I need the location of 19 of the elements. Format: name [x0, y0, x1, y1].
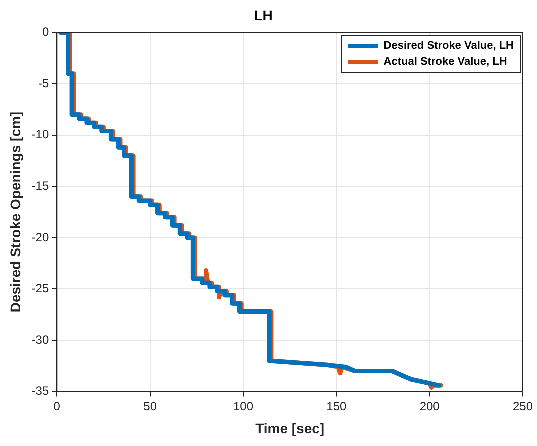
y-tick-label: -15 — [32, 178, 50, 193]
x-tick-label: 250 — [512, 399, 534, 414]
x-tick-label: 100 — [233, 399, 254, 414]
x-tick-label: 0 — [54, 399, 61, 414]
x-tick-label: 200 — [420, 399, 440, 414]
y-tick-label: 0 — [42, 25, 50, 40]
y-axis-title: Desired Stroke Openings [cm] — [7, 112, 24, 313]
legend-label: Actual Stroke Value, LH — [384, 54, 508, 70]
legend-label: Desired Stroke Value, LH — [384, 38, 514, 54]
y-tick-label: -25 — [32, 282, 50, 296]
y-tick-label: -30 — [32, 332, 50, 347]
y-tick-label: -35 — [32, 384, 50, 398]
y-tick-label: -5 — [38, 76, 50, 90]
x-tick-label: 50 — [144, 399, 158, 414]
x-axis-title: Time [sec] — [256, 420, 325, 436]
y-tick-label: -10 — [32, 128, 50, 142]
x-tick-label: 150 — [326, 399, 347, 414]
chart-title: LH — [254, 7, 273, 24]
y-tick-label: -20 — [32, 230, 50, 244]
